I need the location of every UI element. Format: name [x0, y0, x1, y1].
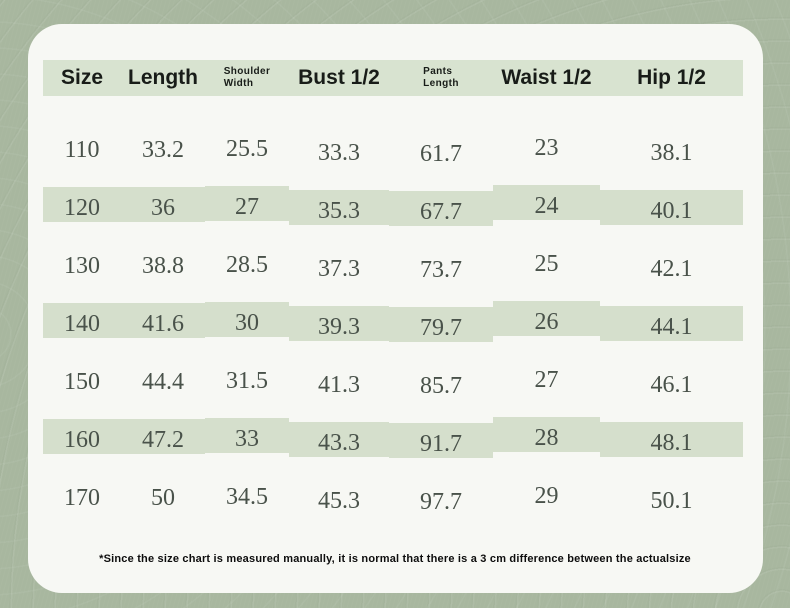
cell-size150-size: 150 [64, 368, 100, 395]
cell-size120-bust-1-2: 35.3 [289, 182, 389, 240]
cell-size170-waist-1-2: 29 [534, 482, 559, 509]
table-body: 110 33.2 25.5 33.3 61.7 23 38.1 120 36 27 35.3 67.7… [43, 96, 743, 527]
cell-size110-length: 33.2 [142, 136, 184, 163]
cell-size160-hip-1-2: 48.1 [600, 414, 743, 472]
size-chart-table: Size Length Shoulder Width Bust 1/2 Pants Leng… [43, 60, 743, 527]
cell-size160-shoulder-width: 33 [205, 410, 289, 468]
cell-size130-bust-1-2: 37.3 [318, 255, 360, 282]
cell-size110-waist-1-2: 23 [534, 134, 559, 161]
cell-size160-pants-length: 91.7 [389, 415, 493, 473]
cell-size170-size: 170 [64, 484, 100, 511]
header-gap-row [43, 96, 743, 121]
size-row-110: 110 33.2 25.5 33.3 61.7 23 38.1 [43, 121, 743, 179]
cell-size140-size: 140 [43, 295, 121, 353]
column-header-hip-1-2: Hip 1/2 [600, 60, 743, 96]
cell-size120-hip-1-2: 40.1 [600, 182, 743, 240]
cell-size160-length: 47.2 [121, 411, 205, 469]
cell-size150-pants-length: 85.7 [420, 372, 462, 399]
cell-size140-pants-length: 79.7 [389, 299, 493, 357]
cell-size140-length: 41.6 [121, 295, 205, 353]
column-header-waist-1-2: Waist 1/2 [493, 60, 600, 96]
cell-size110-shoulder-width: 25.5 [226, 135, 268, 162]
cell-size110-pants-length: 61.7 [420, 140, 462, 167]
cell-size170-pants-length: 97.7 [420, 488, 462, 515]
cell-size120-shoulder-width: 27 [205, 178, 289, 236]
column-header-bust-1-2: Bust 1/2 [289, 60, 389, 96]
cell-size140-hip-1-2: 44.1 [600, 298, 743, 356]
size-row-120: 120 36 27 35.3 67.7 24 40.1 [43, 177, 743, 241]
cell-size130-length: 38.8 [142, 252, 184, 279]
size-row-150: 150 44.4 31.5 41.3 85.7 27 46.1 [43, 353, 743, 411]
cell-size150-shoulder-width: 31.5 [226, 367, 268, 394]
cell-size130-hip-1-2: 42.1 [650, 255, 693, 282]
cell-size150-waist-1-2: 27 [534, 366, 559, 393]
column-header-pants-length: Pants Length [389, 60, 493, 96]
cell-size110-hip-1-2: 38.1 [650, 139, 693, 166]
cell-size130-size: 130 [64, 252, 100, 279]
measurement-disclaimer-footnote: *Since the size chart is measured manual… [99, 553, 691, 565]
cell-size140-waist-1-2: 26 [493, 293, 600, 351]
cell-size120-pants-length: 67.7 [389, 183, 493, 241]
size-row-160: 160 47.2 33 43.3 91.7 28 48.1 [43, 409, 743, 473]
column-header-shoulder-width: Shoulder Width [205, 60, 289, 96]
cell-size120-waist-1-2: 24 [493, 177, 600, 235]
cell-size150-hip-1-2: 46.1 [650, 371, 693, 398]
cell-size150-bust-1-2: 41.3 [318, 371, 360, 398]
cell-size140-shoulder-width: 30 [205, 294, 289, 352]
column-header-length: Length [121, 60, 205, 96]
cell-size120-size: 120 [43, 179, 121, 237]
size-chart-card: Size Length Shoulder Width Bust 1/2 Pants Leng… [28, 24, 763, 593]
cell-size170-length: 50 [151, 484, 175, 511]
cell-size170-bust-1-2: 45.3 [318, 487, 360, 514]
cell-size170-hip-1-2: 50.1 [650, 487, 693, 514]
cell-size140-bust-1-2: 39.3 [289, 298, 389, 356]
size-row-140: 140 41.6 30 39.3 79.7 26 44.1 [43, 293, 743, 357]
cell-size110-bust-1-2: 33.3 [318, 139, 360, 166]
size-row-170: 170 50 34.5 45.3 97.7 29 50.1 [43, 469, 743, 527]
cell-size110-size: 110 [64, 136, 100, 163]
table-header-row: Size Length Shoulder Width Bust 1/2 Pants Leng… [43, 60, 743, 96]
cell-size150-length: 44.4 [142, 368, 184, 395]
cell-size160-bust-1-2: 43.3 [289, 414, 389, 472]
cell-size160-waist-1-2: 28 [493, 409, 600, 467]
size-row-130: 130 38.8 28.5 37.3 73.7 25 42.1 [43, 237, 743, 295]
cell-size130-pants-length: 73.7 [420, 256, 462, 283]
cell-size130-shoulder-width: 28.5 [226, 251, 268, 278]
cell-size160-size: 160 [43, 411, 121, 469]
cell-size130-waist-1-2: 25 [534, 250, 559, 277]
cell-size170-shoulder-width: 34.5 [226, 483, 268, 510]
cell-size120-length: 36 [121, 179, 205, 237]
column-header-size: Size [43, 60, 121, 96]
